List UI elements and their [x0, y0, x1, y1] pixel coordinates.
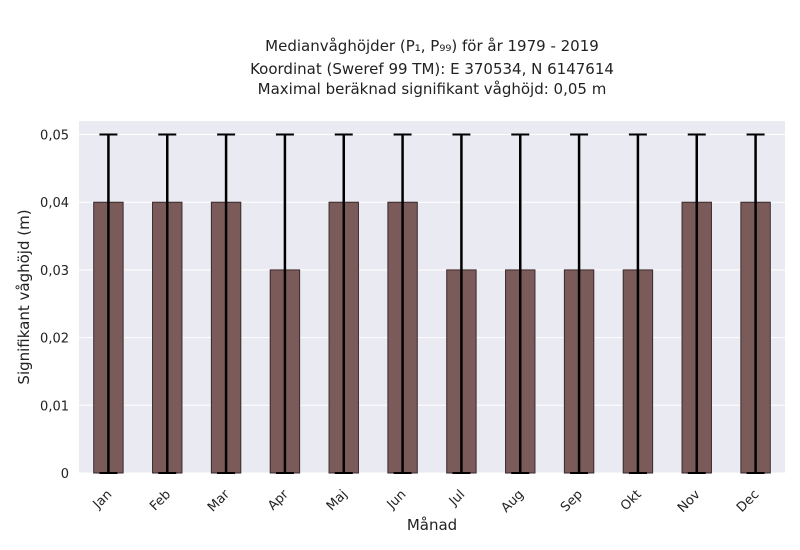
error-bar-jul	[452, 133, 471, 474]
y-tick-label: 0,04	[40, 196, 69, 211]
error-bar-sep	[570, 133, 589, 474]
error-bars	[99, 133, 765, 474]
chart-title-line-3: Maximal beräknad signifikant våghöjd: 0,…	[258, 80, 607, 98]
grid-lines	[79, 134, 785, 474]
y-axis-label: Signifikant våghöjd (m)	[15, 209, 33, 384]
x-tick-label: Mar	[205, 487, 233, 515]
chart-title-line-1: Medianvåghöjder (P₁, P₉₉) för år 1979 - …	[265, 37, 599, 55]
x-tick-label: Jul	[446, 487, 468, 509]
x-axis-ticks: Jan Feb Mar Apr Maj Jun Jul Aug Sep Okt Nov Dec	[90, 487, 763, 516]
error-bar-maj	[334, 133, 353, 474]
x-tick-label: Aug	[499, 487, 528, 516]
x-tick-label: Jan	[90, 487, 115, 512]
x-tick-label: Sep	[558, 487, 586, 515]
error-bar-feb	[158, 133, 177, 474]
x-tick-label: Nov	[675, 487, 704, 516]
y-tick-label: 0,01	[40, 399, 69, 414]
plot-area	[79, 121, 785, 473]
y-tick-label: 0	[61, 467, 69, 482]
x-tick-label: Dec	[734, 487, 762, 515]
error-bar-okt	[628, 133, 647, 474]
x-tick-label: Jun	[384, 487, 410, 513]
error-bar-mar	[217, 133, 236, 474]
x-tick-label: Apr	[265, 487, 292, 514]
x-axis-label: Månad	[407, 516, 457, 534]
y-tick-label: 0,03	[40, 264, 69, 279]
x-tick-label: Okt	[618, 487, 645, 514]
error-bar-nov	[687, 133, 706, 474]
error-bar-apr	[275, 133, 294, 474]
y-axis-ticks: 0 0,01 0,02 0,03 0,04 0,05	[40, 129, 69, 482]
chart-title-line-2: Koordinat (Sweref 99 TM): E 370534, N 61…	[250, 60, 614, 78]
error-bar-aug	[511, 133, 530, 474]
chart-title: Medianvåghöjder (P₁, P₉₉) för år 1979 - …	[250, 37, 614, 98]
error-bar-jan	[99, 133, 118, 474]
x-tick-label: Maj	[324, 487, 351, 514]
error-bar-dec	[746, 133, 765, 474]
y-tick-label: 0,02	[40, 332, 69, 347]
error-bar-jun	[393, 133, 412, 474]
x-tick-label: Feb	[147, 487, 174, 514]
y-tick-label: 0,05	[40, 129, 69, 144]
